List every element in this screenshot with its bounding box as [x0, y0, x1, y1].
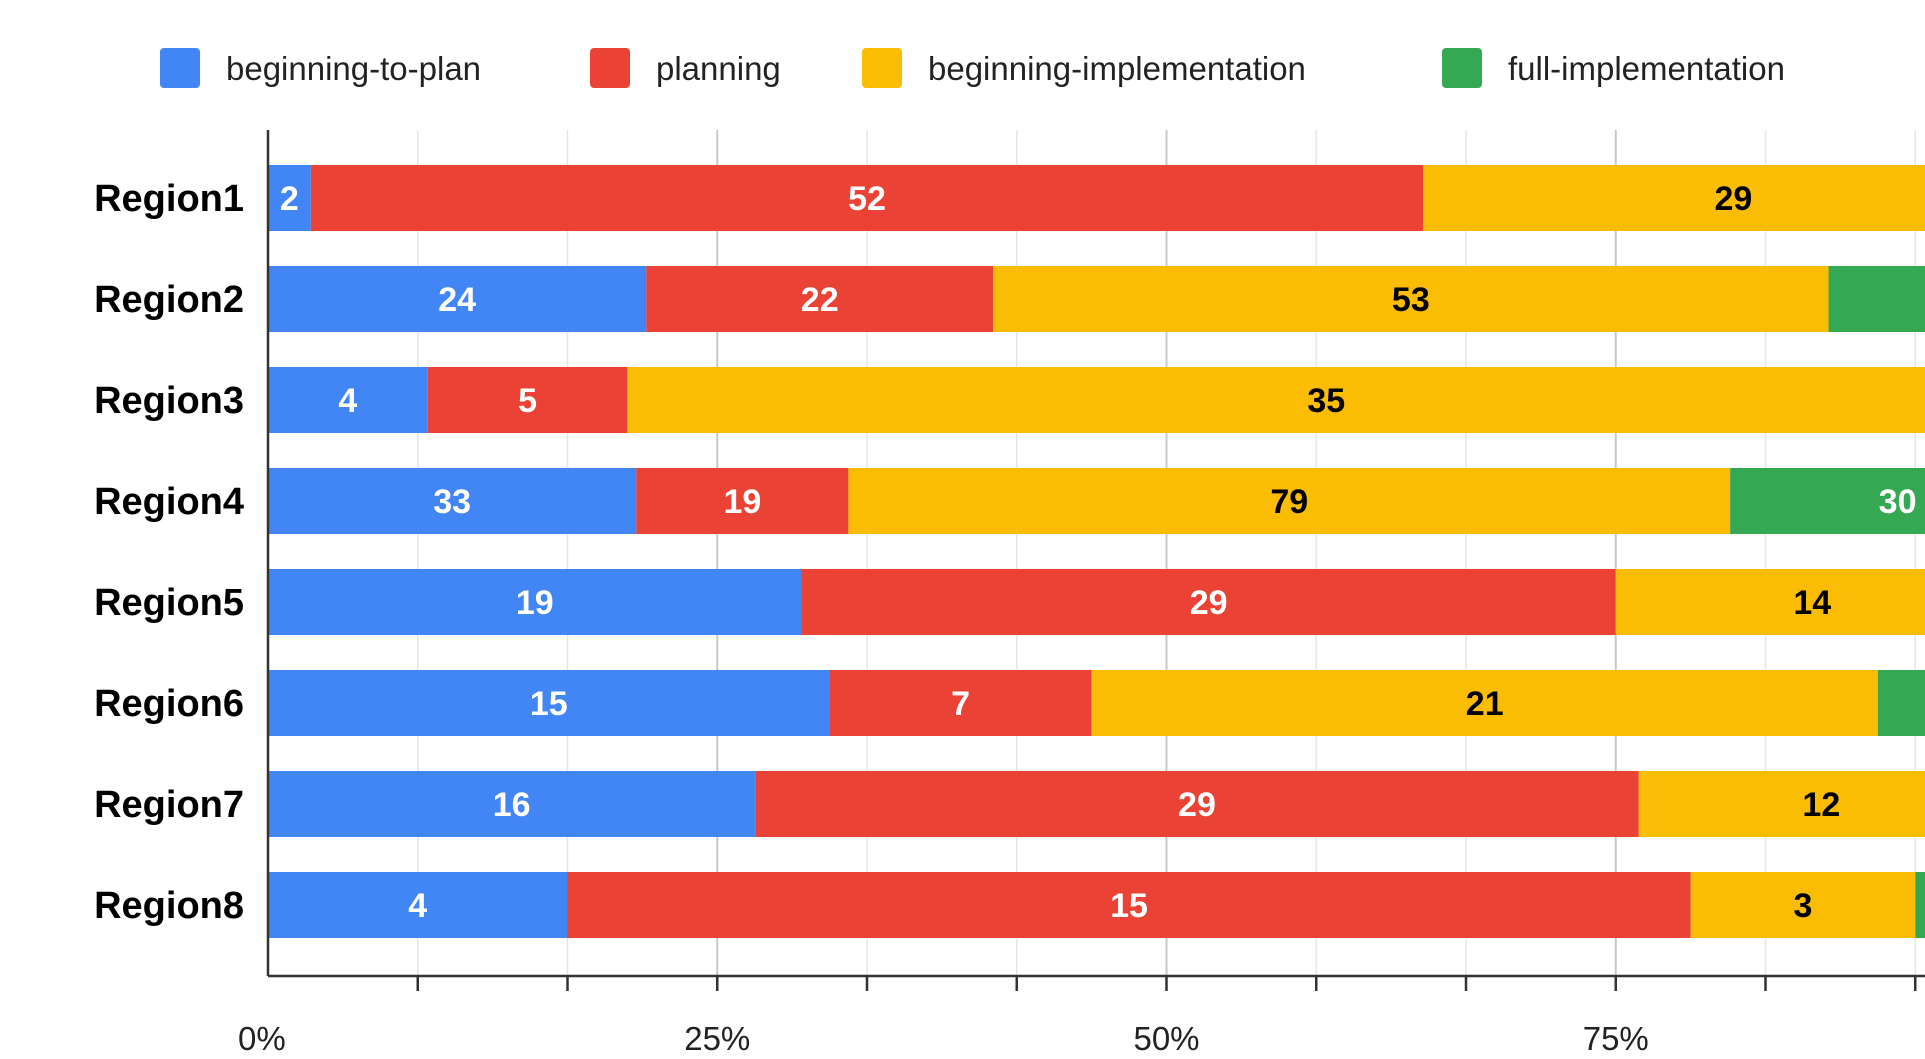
- bar-segment-planning: [829, 670, 1092, 736]
- data-label: 79: [1270, 483, 1308, 521]
- data-label: 15: [530, 685, 568, 723]
- data-label: 16: [493, 786, 531, 824]
- bar-segment-full-implementation: [1915, 872, 1925, 938]
- x-tick-label: 25%: [684, 1020, 750, 1057]
- data-label: 52: [848, 180, 886, 218]
- bar-segment-beginning-implementation: [1690, 872, 1916, 938]
- category-label: Region3: [94, 380, 244, 422]
- bar-segment-planning: [755, 771, 1639, 837]
- category-label: Region4: [94, 481, 244, 523]
- data-label: 4: [338, 382, 357, 420]
- bar-segment-beginning-implementation: [848, 468, 1731, 534]
- x-tick-label: 50%: [1133, 1020, 1199, 1057]
- bar-segment-beginning-to-plan: [268, 771, 756, 837]
- bar-segment-beginning-to-plan: [268, 266, 647, 332]
- data-label: 29: [1714, 180, 1752, 218]
- bar-segment-planning: [310, 165, 1424, 231]
- bar-segment-beginning-to-plan: [268, 367, 428, 433]
- category-label: Region6: [94, 683, 244, 725]
- category-label: Region1: [94, 178, 244, 220]
- data-label: 29: [1190, 584, 1228, 622]
- bar-segment-full-implementation: [1877, 670, 1925, 736]
- legend-swatch: [1442, 48, 1482, 88]
- data-label: 2: [280, 180, 299, 218]
- bar-segment-full-implementation: [1828, 266, 1925, 332]
- bar-segment-beginning-implementation: [1423, 165, 1925, 231]
- bar-segment-beginning-implementation: [627, 367, 1925, 433]
- data-label: 33: [433, 483, 471, 521]
- legend-swatch: [590, 48, 630, 88]
- data-label: 3: [1793, 887, 1812, 925]
- bar-segment-beginning-to-plan: [268, 468, 637, 534]
- data-label: 5: [518, 382, 537, 420]
- x-tick-label: 75%: [1583, 1020, 1649, 1057]
- bar-segment-beginning-implementation: [993, 266, 1829, 332]
- data-label: 30: [1879, 483, 1917, 521]
- legend-label: beginning-to-plan: [226, 50, 481, 87]
- data-label: 24: [438, 281, 476, 319]
- category-label: Region8: [94, 885, 244, 927]
- bar-segment-planning: [427, 367, 628, 433]
- data-label: 7: [951, 685, 970, 723]
- data-label: 12: [1802, 786, 1840, 824]
- legend-swatch: [160, 48, 200, 88]
- category-label: Region7: [94, 784, 244, 826]
- data-label: 19: [723, 483, 761, 521]
- bar-segment-planning: [801, 569, 1616, 635]
- x-tick-label: 0%: [238, 1020, 286, 1057]
- data-label: 22: [801, 281, 839, 319]
- data-label: 29: [1178, 786, 1216, 824]
- bar-segment-beginning-to-plan: [268, 670, 830, 736]
- data-label: 19: [516, 584, 554, 622]
- data-label: 15: [1110, 887, 1148, 925]
- data-label: 21: [1466, 685, 1504, 723]
- legend-label: beginning-implementation: [928, 50, 1306, 87]
- bar-segment-beginning-implementation: [1615, 569, 1925, 635]
- legend-label: planning: [656, 50, 781, 87]
- category-label: Region2: [94, 279, 244, 321]
- bar-segment-planning: [567, 872, 1691, 938]
- bar-segment-beginning-implementation: [1638, 771, 1925, 837]
- data-label: 35: [1307, 382, 1345, 420]
- bar-segment-beginning-implementation: [1091, 670, 1878, 736]
- data-label: 53: [1392, 281, 1430, 319]
- data-label: 4: [408, 887, 427, 925]
- bar-segment-full-implementation: [1730, 468, 1925, 534]
- legend-label: full-implementation: [1508, 50, 1785, 87]
- category-label: Region5: [94, 582, 244, 624]
- bar-segment-beginning-to-plan: [268, 872, 568, 938]
- bar-segment-planning: [636, 468, 849, 534]
- legend-swatch: [862, 48, 902, 88]
- bar-segment-beginning-to-plan: [268, 165, 311, 231]
- bar-segment-beginning-to-plan: [268, 569, 802, 635]
- data-label: 14: [1793, 584, 1831, 622]
- bar-segment-planning: [646, 266, 994, 332]
